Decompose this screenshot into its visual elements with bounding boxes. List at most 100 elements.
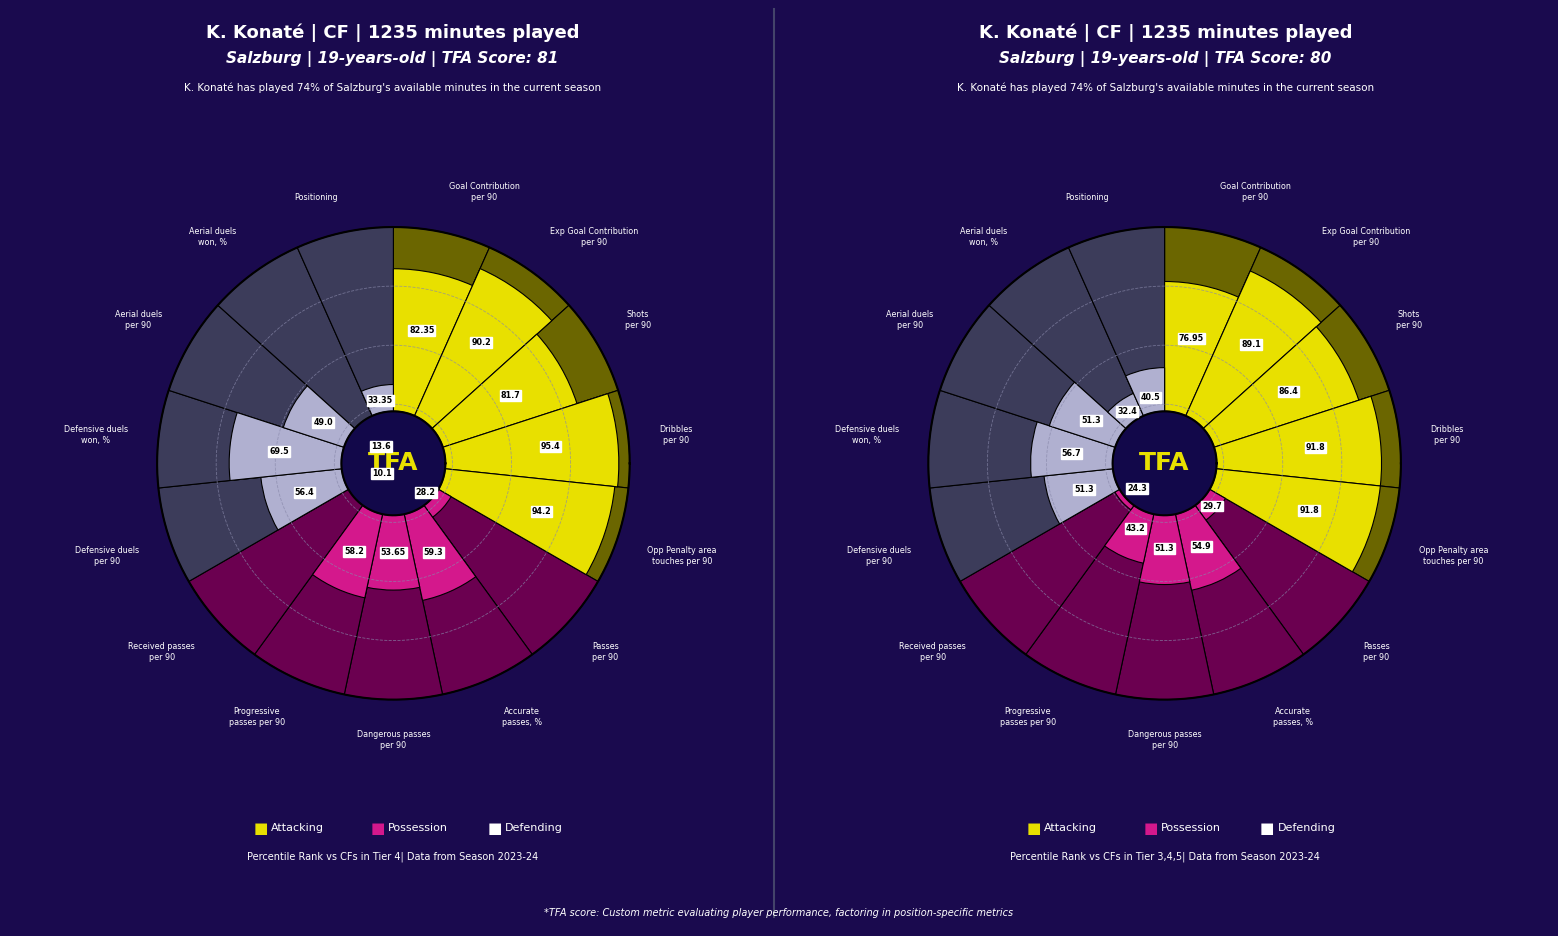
Wedge shape [393,463,598,654]
Text: Dribbles
per 90: Dribbles per 90 [1430,425,1463,446]
Wedge shape [393,305,619,463]
Wedge shape [168,305,393,463]
Text: Accurate
passes, %: Accurate passes, % [1273,708,1313,727]
Text: 76.95: 76.95 [1178,334,1204,344]
Text: 95.4: 95.4 [541,443,561,451]
Text: 49.0: 49.0 [313,418,333,428]
Text: Defending: Defending [505,824,562,833]
Text: 81.7: 81.7 [500,391,520,401]
Text: 40.5: 40.5 [1140,393,1161,402]
Text: Positioning: Positioning [294,193,338,202]
Text: ■: ■ [488,821,502,836]
Wedge shape [372,463,393,483]
Text: 53.65: 53.65 [380,548,407,557]
Text: Defensive duels
won, %: Defensive duels won, % [64,425,128,446]
Text: ■: ■ [1260,821,1274,836]
Wedge shape [369,434,393,463]
Text: 82.35: 82.35 [410,326,435,334]
Text: Received passes
per 90: Received passes per 90 [128,642,195,662]
Wedge shape [1164,282,1239,463]
Wedge shape [260,463,393,530]
Wedge shape [1164,463,1240,591]
Wedge shape [1164,305,1390,463]
Text: Attacking: Attacking [1044,824,1097,833]
Text: 10.1: 10.1 [372,469,391,478]
Wedge shape [393,463,475,600]
Text: Passes
per 90: Passes per 90 [1363,642,1390,662]
Text: 51.3: 51.3 [1073,485,1094,494]
Text: Positioning: Positioning [1066,193,1109,202]
Text: TFA: TFA [1139,451,1190,475]
Wedge shape [1069,227,1164,463]
Wedge shape [189,463,393,654]
Text: 94.2: 94.2 [531,507,552,516]
Text: 89.1: 89.1 [1242,340,1260,348]
Text: ■: ■ [254,821,268,836]
Text: Attacking: Attacking [271,824,324,833]
Text: Progressive
passes per 90: Progressive passes per 90 [229,708,285,727]
Wedge shape [1031,422,1164,477]
Text: Aerial duels
per 90: Aerial duels per 90 [887,310,933,329]
Text: Progressive
passes per 90: Progressive passes per 90 [1000,708,1056,727]
Text: K. Konaté | CF | 1235 minutes played: K. Konaté | CF | 1235 minutes played [978,23,1352,42]
Text: 91.8: 91.8 [1299,505,1320,515]
Text: 51.3: 51.3 [1081,417,1102,425]
Text: Exp Goal Contribution
per 90: Exp Goal Contribution per 90 [550,227,639,247]
Wedge shape [159,463,393,581]
Text: Aerial duels
won, %: Aerial duels won, % [189,227,237,247]
Text: 24.3: 24.3 [1126,484,1147,492]
Wedge shape [393,227,489,463]
Wedge shape [1164,463,1399,581]
Wedge shape [1116,463,1214,699]
Text: 86.4: 86.4 [1279,388,1298,396]
Wedge shape [1164,463,1226,520]
Wedge shape [939,305,1164,463]
Wedge shape [298,227,393,463]
Wedge shape [393,247,569,463]
Text: Accurate
passes, %: Accurate passes, % [502,708,542,727]
Wedge shape [1126,368,1164,463]
Text: ■: ■ [1027,821,1041,836]
Text: Shots
per 90: Shots per 90 [625,310,651,329]
Text: Exp Goal Contribution
per 90: Exp Goal Contribution per 90 [1321,227,1410,247]
Text: Opp Penalty area
touches per 90: Opp Penalty area touches per 90 [647,546,717,566]
Wedge shape [393,269,552,463]
Text: ■: ■ [371,821,385,836]
Text: 56.4: 56.4 [294,488,315,497]
Wedge shape [960,463,1164,654]
Text: 69.5: 69.5 [270,446,288,456]
Text: Defensive duels
won, %: Defensive duels won, % [835,425,899,446]
Wedge shape [393,463,615,575]
Wedge shape [1025,463,1164,695]
Wedge shape [929,390,1164,488]
Text: 33.35: 33.35 [368,397,393,405]
Wedge shape [1164,390,1401,488]
Polygon shape [1112,411,1217,516]
Text: Goal Contribution
per 90: Goal Contribution per 90 [449,182,520,202]
Text: ■: ■ [1144,821,1158,836]
Wedge shape [1050,382,1164,463]
Wedge shape [1164,463,1380,572]
Polygon shape [341,411,446,516]
Text: Possession: Possession [1161,824,1221,833]
Wedge shape [284,386,393,463]
Text: Dangerous passes
per 90: Dangerous passes per 90 [1128,730,1201,751]
Wedge shape [989,247,1164,463]
Wedge shape [368,463,419,590]
Text: Defensive duels
per 90: Defensive duels per 90 [75,546,140,566]
Text: 51.3: 51.3 [1154,544,1175,552]
Wedge shape [218,247,393,463]
Text: 32.4: 32.4 [1117,407,1137,417]
Text: Opp Penalty area
touches per 90: Opp Penalty area touches per 90 [1418,546,1488,566]
Text: Percentile Rank vs CFs in Tier 4| Data from Season 2023-24: Percentile Rank vs CFs in Tier 4| Data f… [248,851,538,862]
Wedge shape [393,334,576,463]
Text: TFA: TFA [368,451,419,475]
Text: *TFA score: Custom metric evaluating player performance, factoring in position-s: *TFA score: Custom metric evaluating pla… [544,908,1014,917]
Text: Possession: Possession [388,824,449,833]
Text: 58.2: 58.2 [344,547,365,556]
Text: Shots
per 90: Shots per 90 [1396,310,1422,329]
Wedge shape [393,394,619,487]
Wedge shape [1139,463,1190,585]
Text: 43.2: 43.2 [1126,524,1145,534]
Text: Received passes
per 90: Received passes per 90 [899,642,966,662]
